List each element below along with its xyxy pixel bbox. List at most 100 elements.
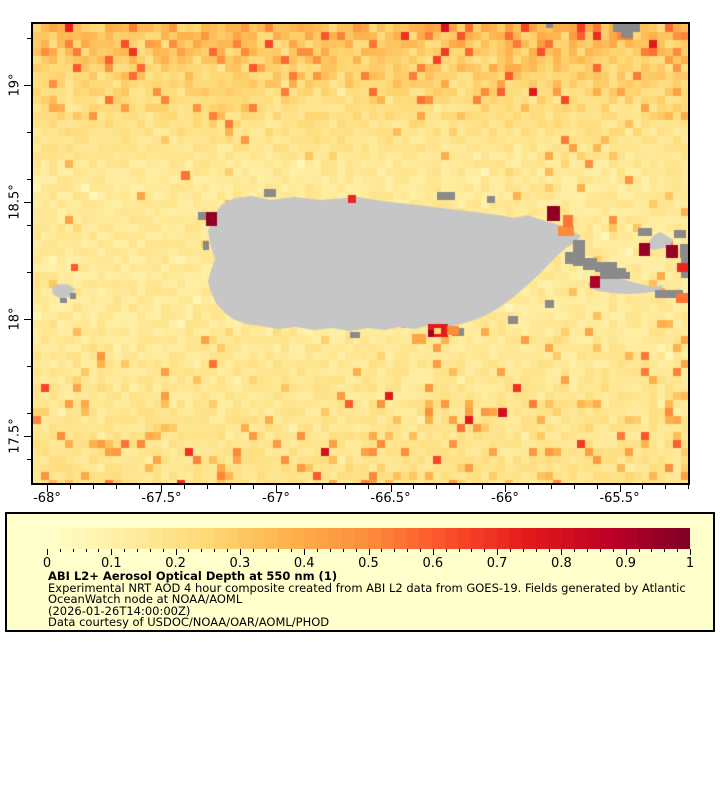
x-tick-minor: [115, 485, 117, 489]
colorbar-tick-minor: [227, 549, 229, 552]
colorbar-tick-minor: [535, 549, 537, 552]
colorbar-tick-label: 0.2: [165, 556, 186, 571]
legend-panel: 0 0.1 0.2 0.3 0.4 0.5 0.6 0.7 0.8 0.9 1 ABI L2+ Ae…: [5, 512, 715, 632]
colorbar-tick-minor: [137, 549, 139, 552]
x-tick-major: [505, 485, 506, 492]
colorbar-tick-minor: [329, 549, 331, 552]
colorbar-tick-minor: [677, 549, 679, 552]
colorbar-tick-minor: [342, 549, 344, 552]
colorbar-tick-minor: [214, 549, 216, 552]
colorbar-tick-minor: [612, 549, 614, 552]
colorbar-tick-label: 0.1: [100, 556, 122, 571]
colorbar-tick-label: 0.9: [615, 556, 637, 571]
x-tick-minor: [69, 485, 71, 489]
y-tick-label: 18°: [7, 307, 23, 331]
y-tick-major: [24, 319, 31, 320]
x-tick-minor: [482, 485, 484, 489]
colorbar-tick-minor: [85, 549, 87, 552]
x-tick-label: -67.5°: [141, 491, 182, 506]
colorbar-tick-major: [239, 549, 241, 555]
x-tick-label: -67°: [262, 491, 290, 506]
x-tick-major: [390, 485, 392, 492]
colorbar-canvas: [47, 528, 690, 549]
colorbar-tick-minor: [458, 549, 460, 552]
x-tick-minor: [413, 485, 415, 489]
colorbar-tick-minor: [98, 549, 100, 552]
x-tick-minor: [665, 485, 667, 489]
colorbar-tick-label: 0.6: [422, 556, 444, 571]
colorbar-tick-label: 0.4: [293, 556, 315, 571]
colorbar-tick-minor: [162, 549, 164, 552]
colorbar-tick-minor: [522, 549, 524, 552]
x-tick-minor: [436, 485, 438, 489]
legend-line-courtesy: Data courtesy of USDOC/NOAA/OAR/AOML/PHO…: [48, 615, 330, 630]
colorbar-tick-major: [561, 549, 563, 555]
colorbar-tick-minor: [124, 549, 126, 552]
colorbar-tick-minor: [188, 549, 190, 552]
x-tick-label: -66.5°: [370, 491, 411, 506]
colorbar-tick-minor: [599, 549, 601, 552]
colorbar-tick-minor: [201, 549, 203, 552]
colorbar-tick-minor: [548, 549, 550, 552]
colorbar-tick-major: [111, 549, 113, 555]
x-tick-minor: [298, 485, 300, 489]
x-tick-label: -65.5°: [599, 491, 640, 506]
y-tick-label: 18.5°: [7, 184, 23, 220]
x-tick-major: [275, 485, 277, 492]
x-tick-minor: [573, 485, 575, 489]
colorbar-tick-label: 0.3: [229, 556, 251, 571]
x-tick-minor: [321, 485, 323, 489]
x-tick-minor: [550, 485, 552, 489]
x-tick-minor: [527, 485, 529, 489]
colorbar-tick-minor: [419, 549, 421, 552]
colorbar-tick-major: [368, 549, 370, 555]
x-tick-minor: [688, 485, 690, 489]
colorbar-tick-minor: [651, 549, 653, 552]
legend-caption: ABI L2+ Aerosol Optical Depth at 550 nm …: [48, 569, 698, 630]
x-tick-minor: [596, 485, 598, 489]
x-tick-minor: [344, 485, 346, 489]
colorbar-tick-major: [690, 549, 691, 555]
map-plot-area: [31, 22, 690, 485]
colorbar-tick-minor: [72, 549, 74, 552]
colorbar-tick-major: [47, 549, 48, 555]
y-tick-major: [24, 202, 31, 204]
x-tick-minor: [459, 485, 461, 489]
colorbar-tick-minor: [587, 549, 589, 552]
x-tick-label: -68°: [33, 491, 61, 506]
colorbar-tick-major: [432, 549, 434, 555]
legend-line-timestamp: (2026-01-26T14:00:00Z): [48, 603, 191, 618]
colorbar-tick-minor: [265, 549, 267, 552]
legend-line-node: OceanWatch node at NOAA/AOML: [48, 592, 243, 607]
x-tick-minor: [253, 485, 255, 489]
x-tick-minor: [230, 485, 232, 489]
colorbar-tick-minor: [638, 549, 640, 552]
x-tick-major: [161, 485, 163, 492]
colorbar-tick-minor: [574, 549, 576, 552]
aod-raster-canvas: [33, 24, 688, 483]
y-tick-label: 17.5°: [7, 418, 23, 454]
y-tick-major: [24, 435, 31, 437]
colorbar-tick-minor: [355, 549, 357, 552]
colorbar-tick-minor: [471, 549, 473, 552]
colorbar-tick-label: 0.8: [551, 556, 572, 571]
colorbar-tick-major: [625, 549, 627, 555]
colorbar-tick-minor: [291, 549, 293, 552]
colorbar-tick-minor: [509, 549, 511, 552]
legend-title: ABI L2+ Aerosol Optical Depth at 550 nm …: [48, 569, 338, 583]
colorbar-tick-label: 0.7: [486, 556, 508, 571]
colorbar-tick-major: [175, 549, 177, 555]
x-tick-minor: [367, 485, 369, 489]
colorbar-tick-label: 0: [42, 556, 52, 571]
colorbar-tick-minor: [484, 549, 486, 552]
colorbar-tick-minor: [407, 549, 409, 552]
colorbar-tick-minor: [664, 549, 666, 552]
x-tick-major: [619, 485, 621, 492]
x-tick-minor: [642, 485, 644, 489]
colorbar-tick-minor: [252, 549, 254, 552]
x-tick-minor: [92, 485, 94, 489]
colorbar-tick-major: [304, 549, 306, 555]
colorbar-tick-minor: [149, 549, 151, 552]
x-tick-label: -66°: [491, 491, 519, 506]
